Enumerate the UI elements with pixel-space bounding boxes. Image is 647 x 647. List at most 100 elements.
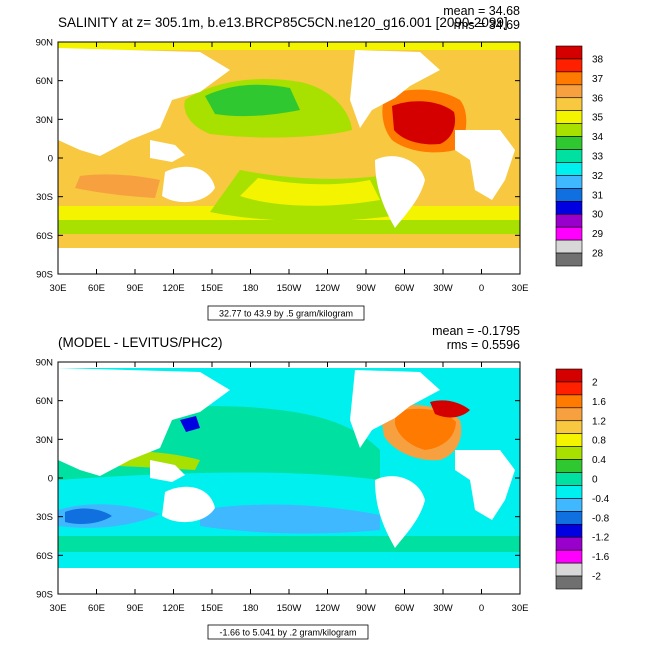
colorbar-swatch	[555, 200, 583, 215]
panel-1-rms: rms = 34.69	[454, 18, 520, 32]
colorbar-swatch	[555, 511, 583, 525]
south-pacific-negative	[200, 504, 380, 534]
colorbar-label: 35	[592, 113, 604, 124]
x-tick-label: 150W	[277, 283, 302, 294]
southeast-asia	[150, 460, 185, 482]
x-tick-label: 120E	[162, 603, 184, 614]
y-tick-label: 0	[48, 474, 53, 485]
colorbar-swatch	[555, 97, 583, 112]
panel-1-colorbar: 38 37 36 35 34 33 32 31 30 29 28	[555, 45, 604, 267]
indian-ocean-salty	[75, 174, 160, 198]
x-tick-label: 0	[479, 603, 484, 614]
colorbar-swatch	[555, 58, 583, 73]
x-tick-label: 150E	[201, 603, 223, 614]
colorbar-swatch	[555, 45, 583, 60]
africa	[455, 450, 515, 520]
north-atlantic-38	[392, 101, 456, 145]
colorbar-label: 0.8	[592, 436, 606, 447]
australia	[162, 166, 215, 203]
okhotsk-negative	[180, 416, 200, 432]
southern-band-35	[58, 234, 520, 248]
x-tick-label: 30E	[50, 283, 67, 294]
x-tick-label: 120E	[162, 283, 184, 294]
x-tick-label: 90W	[356, 283, 376, 294]
y-tick-label: 90N	[36, 358, 54, 369]
panel-2-axes: 30E 60E 90E 120E 150E 180 150W 120W 90W 60W 30W 0 30…	[36, 358, 529, 615]
x-tick-label: 30E	[50, 603, 67, 614]
colorbar-swatch	[555, 381, 583, 396]
x-tick-label: 60E	[88, 283, 105, 294]
colorbar-swatch	[555, 485, 583, 499]
x-tick-label: 120W	[315, 603, 340, 614]
panel-1-mean: mean = 34.68	[443, 4, 520, 18]
indian-south-strong	[65, 508, 112, 524]
colorbar-label: -0.4	[592, 494, 610, 505]
y-tick-label: 60S	[36, 231, 53, 242]
panel-2-title: (MODEL - LEVITUS/PHC2)	[58, 335, 223, 350]
x-tick-label: 30E	[512, 603, 529, 614]
colorbar-swatch	[555, 420, 583, 435]
y-tick-label: 90S	[36, 590, 53, 601]
colorbar-swatch	[555, 498, 583, 512]
panel-1-land	[58, 48, 520, 274]
panel-1-info-box	[207, 305, 365, 321]
colorbar-swatch	[555, 446, 583, 460]
colorbar-label: 1.6	[592, 397, 606, 408]
x-tick-label: 30W	[433, 603, 453, 614]
south-america	[375, 156, 425, 228]
x-tick-label: 60W	[395, 283, 415, 294]
colorbar-swatch	[555, 523, 583, 538]
colorbar-label: 28	[592, 249, 604, 260]
colorbar-swatch	[555, 149, 583, 163]
x-tick-label: 90E	[127, 283, 144, 294]
x-tick-label: 30E	[512, 283, 529, 294]
colorbar-swatch	[555, 71, 583, 86]
colorbar-swatch	[555, 368, 583, 383]
colorbar-swatch	[555, 252, 583, 267]
y-tick-label: 90N	[36, 38, 54, 49]
colorbar-swatch	[555, 562, 583, 577]
colorbar-swatch	[555, 407, 583, 422]
colorbar-label: 36	[592, 93, 604, 104]
antarctica	[58, 248, 520, 274]
colorbar-label: 33	[592, 152, 604, 163]
colorbar-label: 32	[592, 171, 604, 182]
eurasia-asia	[58, 48, 230, 156]
panel-1-title: SALINITY at z= 305.1m, b.e13.BRCP85C5CN.…	[58, 15, 508, 30]
south-america	[375, 476, 425, 548]
colorbar-swatch	[555, 110, 583, 124]
colorbar-label: 34	[592, 132, 604, 143]
y-tick-label: 90S	[36, 270, 53, 281]
x-tick-label: 60W	[395, 603, 415, 614]
x-tick-label: 90E	[127, 603, 144, 614]
x-tick-label: 120W	[315, 283, 340, 294]
y-tick-label: 30N	[36, 435, 54, 446]
colorbar-swatch	[555, 575, 583, 590]
colorbar-label: -0.8	[592, 513, 610, 524]
x-tick-label: 180	[243, 283, 259, 294]
south-pacific-34	[240, 178, 380, 206]
colorbar-label: 2	[592, 377, 598, 388]
y-tick-label: 30S	[36, 192, 53, 203]
x-tick-label: 60E	[88, 603, 105, 614]
x-tick-label: 150W	[277, 603, 302, 614]
colorbar-swatch	[555, 459, 583, 473]
north-atlantic-max	[430, 400, 470, 418]
colorbar-label: 31	[592, 190, 604, 201]
colorbar-swatch	[555, 123, 583, 137]
colorbar-swatch	[555, 84, 583, 99]
y-tick-label: 60N	[36, 76, 54, 87]
panel-2-rms: rms = 0.5596	[447, 338, 520, 352]
panel-1-axes: 30E 60E 90E 120E 150E 180 150W 120W 90W 60W 30W 0 30…	[36, 38, 529, 295]
colorbar-label: 30	[592, 210, 604, 221]
africa	[455, 130, 515, 200]
panel-2: (MODEL - LEVITUS/PHC2) mean = -0.1795 rm…	[36, 324, 610, 640]
colorbar-swatch	[555, 226, 583, 241]
colorbar-swatch	[555, 549, 583, 564]
colorbar-label: -1.2	[592, 533, 610, 544]
colorbar-swatch	[555, 394, 583, 409]
eurasia-asia	[58, 368, 230, 476]
southern-band-33	[58, 220, 520, 234]
north-pacific-33	[205, 84, 300, 117]
